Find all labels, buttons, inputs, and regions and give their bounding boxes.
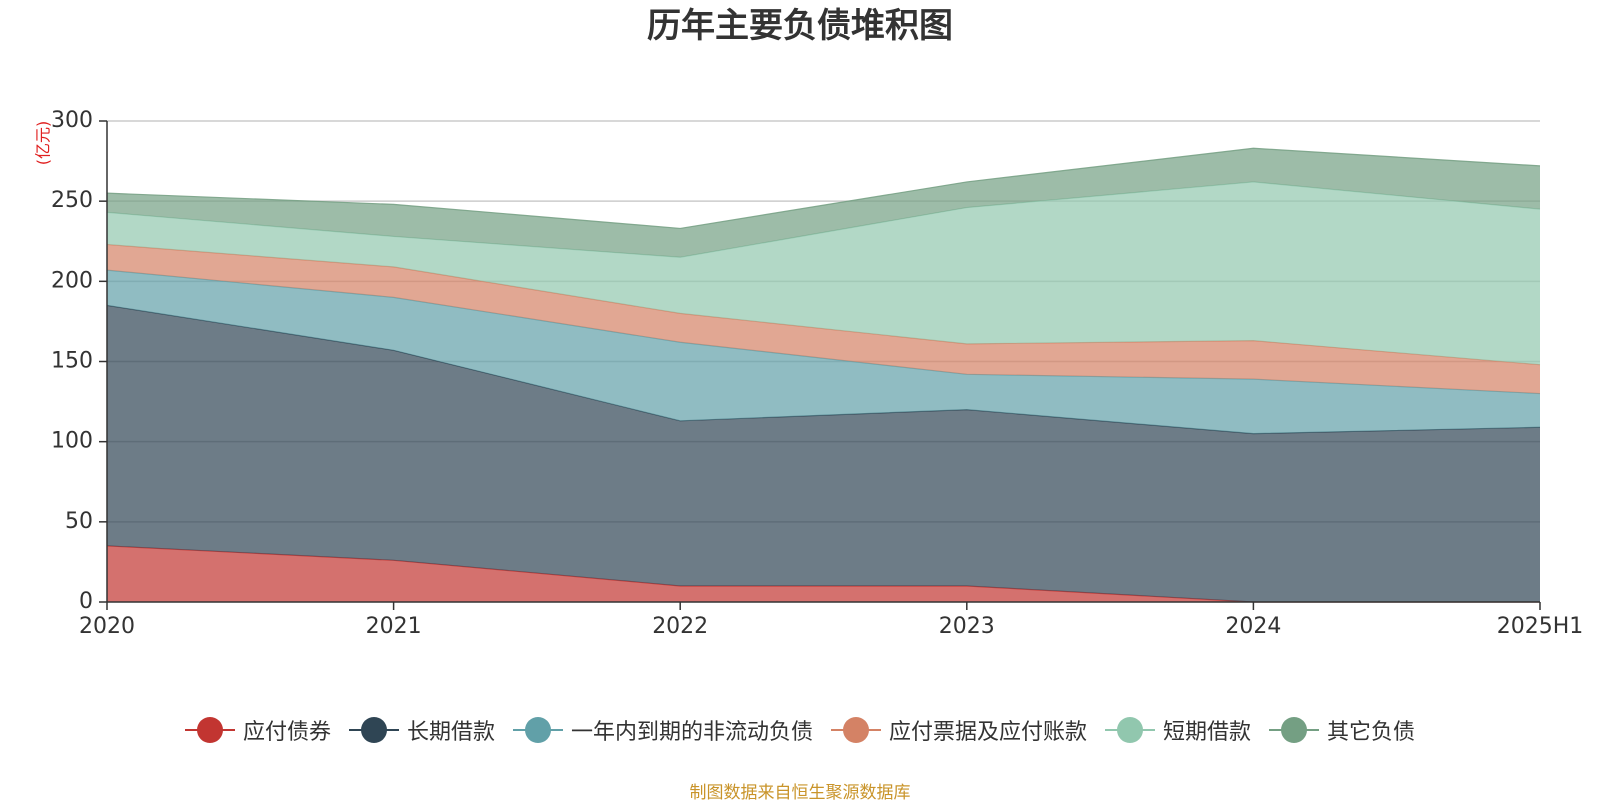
source-note: 制图数据来自恒生聚源数据库 bbox=[689, 783, 911, 803]
legend-marker-icon bbox=[1105, 717, 1156, 743]
x-tick-label: 2025H1 bbox=[1497, 614, 1584, 639]
area-series-line-5 bbox=[106, 147, 1541, 230]
y-tick-label: 50 bbox=[65, 509, 93, 534]
legend-marker-icon bbox=[348, 717, 399, 743]
legend-label: 应付债券 bbox=[242, 720, 331, 745]
area-series-2 bbox=[107, 270, 1540, 434]
y-tick-label: 0 bbox=[79, 589, 93, 614]
legend-label: 短期借款 bbox=[1163, 720, 1252, 745]
legend-marker-icon bbox=[184, 717, 235, 743]
x-tick-label: 2020 bbox=[79, 614, 135, 639]
area-series-5 bbox=[107, 148, 1540, 258]
legend-item[interactable]: 应付票据及应付账款 bbox=[831, 714, 1087, 746]
legend-marker-dot bbox=[196, 717, 223, 743]
area-series-0 bbox=[107, 545, 1540, 602]
tick-labels: 0 50 100 150 200 250 300 2020 2021 2022 2023 2024 20… bbox=[51, 108, 1583, 639]
legend-item[interactable]: 应付债券 bbox=[184, 714, 331, 746]
legend-label: 应付票据及应付账款 bbox=[889, 720, 1088, 745]
y-tick-label: 200 bbox=[51, 268, 93, 293]
area-series-3 bbox=[107, 244, 1540, 394]
chart-title: 历年主要负债堆积图 bbox=[647, 6, 953, 46]
legend-item[interactable]: 一年内到期的非流动负债 bbox=[512, 714, 813, 746]
legend-marker-dot bbox=[1117, 717, 1144, 743]
area-series-4 bbox=[107, 181, 1540, 365]
x-tick-label: 2021 bbox=[366, 614, 422, 639]
axes bbox=[99, 120, 1541, 610]
area-series-1 bbox=[107, 305, 1540, 602]
area-series bbox=[106, 147, 1541, 603]
y-axis-unit-label: (亿元) bbox=[34, 121, 53, 166]
y-tick-label: 150 bbox=[51, 349, 93, 374]
legend-marker-dot bbox=[360, 717, 387, 743]
legend-marker-dot bbox=[524, 717, 551, 743]
y-tick-label: 300 bbox=[51, 108, 93, 133]
x-tick-label: 2024 bbox=[1225, 614, 1281, 639]
legend-marker-dot bbox=[843, 717, 869, 743]
legend-label: 其它负债 bbox=[1327, 720, 1416, 745]
legend-item[interactable]: 短期借款 bbox=[1105, 714, 1251, 746]
legend-marker-icon bbox=[512, 717, 563, 743]
x-tick-label: 2022 bbox=[652, 614, 708, 639]
legend-marker-icon bbox=[1269, 717, 1320, 743]
y-tick-label: 100 bbox=[51, 429, 93, 454]
x-tick-label: 2023 bbox=[939, 614, 995, 639]
legend-marker-dot bbox=[1281, 717, 1308, 743]
area-series-line-2 bbox=[106, 269, 1541, 395]
y-tick-label: 250 bbox=[51, 188, 93, 213]
legend: 应付债券 长期借款 一年内到期的非流动负债 应付票据及应付账款 短期借款 其它负债 bbox=[0, 714, 1600, 746]
legend-marker-icon bbox=[831, 717, 881, 743]
legend-label: 长期借款 bbox=[406, 720, 495, 745]
legend-label: 一年内到期的非流动负债 bbox=[570, 720, 813, 745]
legend-item[interactable]: 其它负债 bbox=[1269, 714, 1415, 746]
legend-item[interactable]: 长期借款 bbox=[348, 714, 495, 746]
